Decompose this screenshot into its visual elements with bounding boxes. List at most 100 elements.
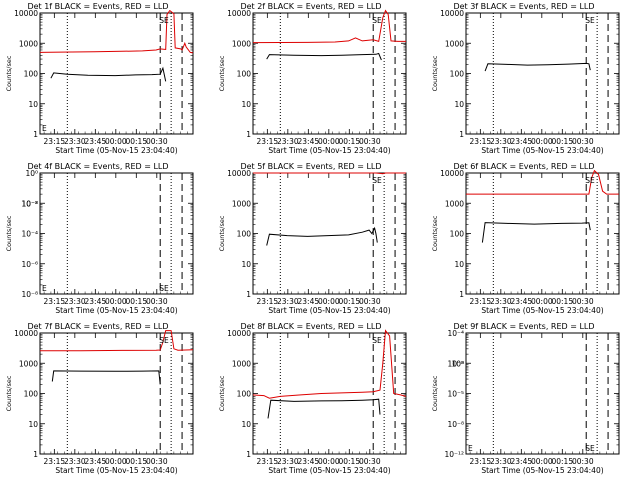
x-tick-label: 23:15: [44, 137, 66, 146]
x-axis-label: Start Time (05-Nov-15 23:04:40): [481, 146, 603, 155]
plot-title: Det 9f BLACK = Events, RED = LLD: [453, 322, 594, 331]
y-tick-label: 1: [33, 450, 38, 459]
x-axis-label: Start Time (05-Nov-15 23:04:40): [55, 306, 177, 315]
series-line: [267, 398, 381, 419]
y-axis-label: Counts/sec: [431, 55, 439, 91]
y-tick-label: 1: [246, 290, 251, 299]
plot-frame: [252, 172, 407, 295]
y-tick-label: 100: [237, 390, 252, 399]
x-tick-label: 23:15: [470, 297, 492, 306]
x-axis-label: Start Time (05-Nov-15 23:04:40): [268, 146, 390, 155]
plot-panel-9: Det 9f BLACK = Events, RED = LLD Counts/s…: [431, 322, 620, 475]
x-axis-label: Start Time (05-Nov-15 23:04:40): [268, 466, 390, 475]
y-tick-label: 1000: [445, 39, 464, 48]
x-tick-label: 00:15: [338, 297, 360, 306]
x-tick-label: 23:45: [511, 457, 533, 466]
y-axis-label: Counts/sec: [5, 55, 13, 91]
x-tick-label: 00:15: [125, 457, 147, 466]
series-line: [266, 226, 378, 246]
x-tick-label: 23:15: [470, 457, 492, 466]
x-tick-label: 00:00: [105, 297, 127, 306]
annotation-se: SE: [159, 284, 169, 293]
x-tick-label: 00:30: [572, 457, 594, 466]
x-tick-label: 00:00: [318, 137, 340, 146]
y-tick-label: 10⁰: [25, 169, 38, 178]
x-tick-label: 23:30: [64, 297, 86, 306]
y-tick-label: 100: [237, 70, 252, 79]
series-line: [40, 330, 194, 352]
y-tick-label: 1000: [19, 359, 38, 368]
y-tick-label: 10000: [14, 329, 38, 338]
plot-frame: [465, 172, 620, 295]
y-axis-label: Counts/sec: [5, 215, 13, 251]
annotation-se: SE: [585, 444, 595, 453]
x-tick-label: 23:15: [257, 137, 279, 146]
x-tick-label: 23:15: [44, 457, 66, 466]
y-tick-label: 1: [459, 290, 464, 299]
x-tick-label: 23:15: [257, 297, 279, 306]
x-tick-label: 23:45: [298, 297, 320, 306]
x-tick-label: 23:45: [298, 457, 320, 466]
y-tick-label: 10000: [227, 329, 251, 338]
x-tick-label: 23:30: [277, 457, 299, 466]
y-tick-label: 10: [241, 100, 251, 109]
y-tick-label: 100: [24, 390, 39, 399]
x-tick-label: 23:30: [277, 297, 299, 306]
y-tick-label: 10⁻⁵: [447, 390, 464, 399]
x-tick-label: 00:15: [125, 297, 147, 306]
y-tick-label: 10⁻⁶: [21, 260, 38, 269]
plot-title: Det 2f BLACK = Events, RED = LLD: [240, 2, 381, 11]
y-tick-label: 10⁻⁸: [21, 199, 38, 208]
x-axis-label: Start Time (05-Nov-15 23:04:40): [55, 466, 177, 475]
x-tick-label: 23:30: [490, 137, 512, 146]
annotation-se: SE: [159, 16, 169, 25]
x-tick-label: 00:00: [105, 457, 127, 466]
y-tick-label: 10: [241, 260, 251, 269]
x-tick-label: 00:15: [338, 137, 360, 146]
plot-frame: [465, 12, 620, 135]
x-tick-label: 23:45: [511, 297, 533, 306]
plot-panel-2: Det 2f BLACK = Events, RED = LLD Counts/s…: [218, 2, 407, 155]
y-tick-label: 1000: [232, 199, 251, 208]
x-tick-label: 00:00: [531, 137, 553, 146]
y-tick-label: 10⁰: [451, 359, 464, 368]
series-line: [481, 222, 591, 243]
series-line: [51, 370, 161, 385]
y-tick-label: 1: [33, 130, 38, 139]
x-tick-label: 00:00: [318, 457, 340, 466]
y-tick-label: 10⁻²: [21, 199, 38, 208]
x-tick-label: 00:15: [551, 137, 573, 146]
y-tick-label: 10⁻⁴: [21, 230, 38, 239]
plot-panel-3: Det 3f BLACK = Events, RED = LLD Counts/s…: [431, 2, 620, 155]
x-tick-label: 23:30: [277, 137, 299, 146]
x-tick-label: 00:15: [338, 457, 360, 466]
x-tick-label: 00:30: [146, 137, 168, 146]
y-tick-label: 10: [28, 420, 38, 429]
y-tick-label: 1: [246, 130, 251, 139]
series-line: [253, 172, 406, 175]
x-tick-label: 23:15: [257, 457, 279, 466]
x-tick-label: 00:30: [572, 137, 594, 146]
plot-panel-7: Det 7f BLACK = Events, RED = LLD Counts/s…: [5, 322, 194, 475]
x-tick-label: 00:30: [359, 137, 381, 146]
y-tick-label: 1000: [19, 39, 38, 48]
series-line: [266, 52, 382, 61]
y-axis-label: Counts/sec: [218, 215, 226, 251]
y-axis-label: Counts/sec: [431, 375, 439, 411]
y-tick-label: 10⁻³: [447, 359, 464, 368]
y-tick-label: 10000: [14, 9, 38, 18]
plot-frame: [252, 12, 407, 135]
x-tick-label: 00:15: [551, 457, 573, 466]
y-tick-label: 1000: [232, 359, 251, 368]
y-tick-label: 1000: [445, 199, 464, 208]
annotation-se: SE: [159, 336, 169, 345]
plot-title: Det 5f BLACK = Events, RED = LLD: [240, 162, 381, 171]
y-axis-label: Counts/sec: [5, 375, 13, 411]
x-tick-label: 23:45: [85, 297, 107, 306]
plot-title: Det 8f BLACK = Events, RED = LLD: [240, 322, 381, 331]
y-tick-label: 10000: [440, 169, 464, 178]
y-axis-label: Counts/sec: [431, 215, 439, 251]
x-tick-label: 23:30: [64, 457, 86, 466]
plot-title: Det 6f BLACK = Events, RED = LLD: [453, 162, 594, 171]
y-tick-label: 10⁻⁴: [447, 329, 464, 338]
